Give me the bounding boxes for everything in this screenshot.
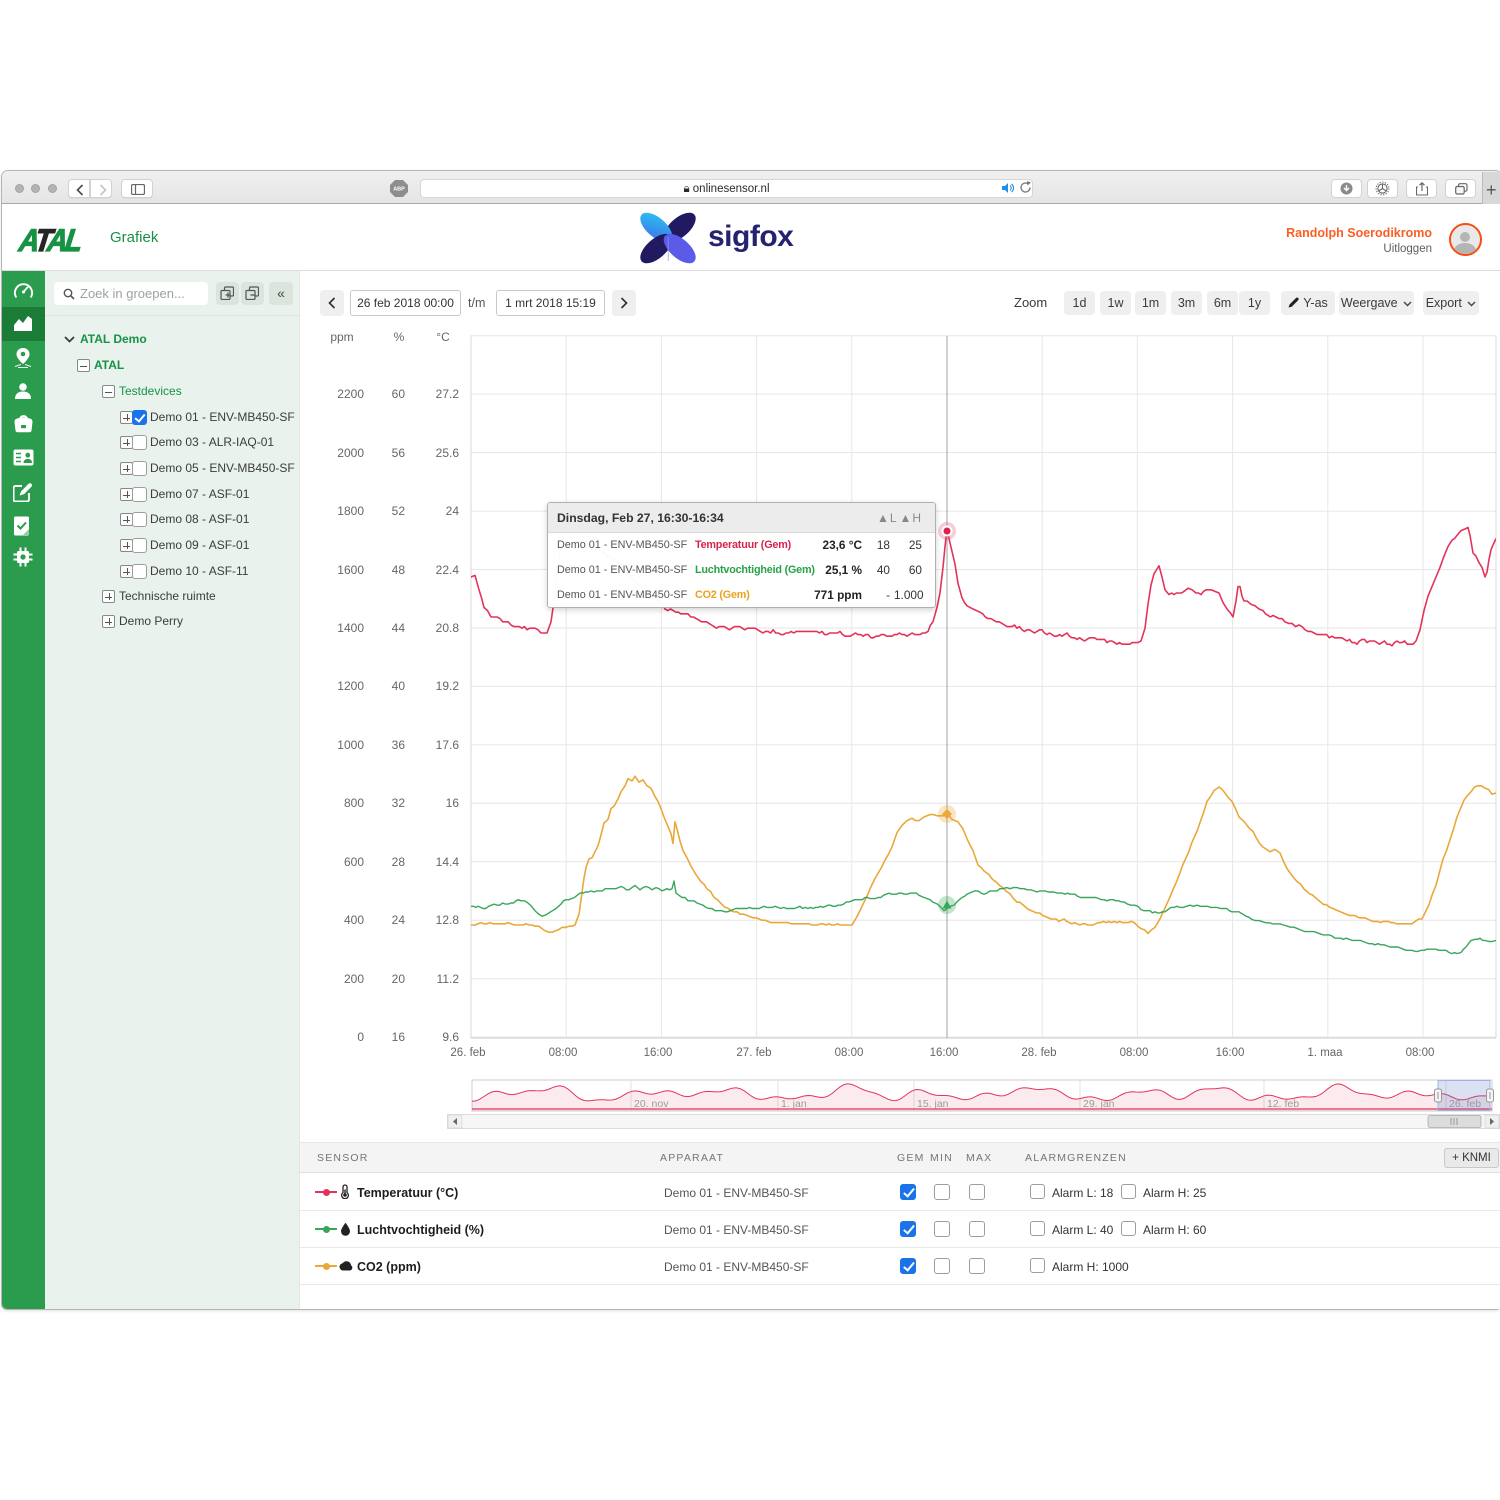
svg-text:ABP: ABP [393, 187, 405, 193]
